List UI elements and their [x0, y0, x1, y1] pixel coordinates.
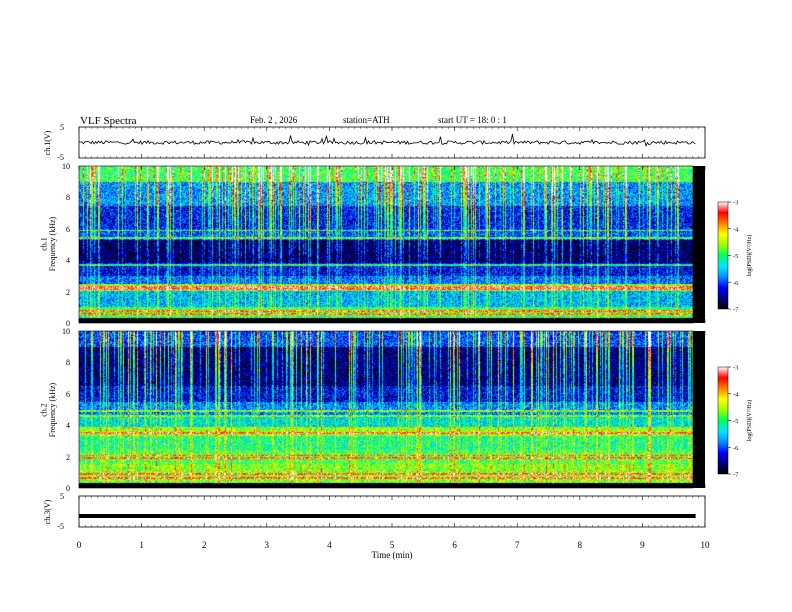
ch2-ytick-0: 0: [66, 484, 70, 493]
x-tick-label: 10: [701, 540, 711, 550]
colorbar-tick-label: -7: [733, 472, 739, 479]
ylabel-line-0: ch.2: [39, 403, 48, 417]
ch1-ytick-8: 8: [66, 193, 70, 202]
ch1-ytick-10: 10: [62, 162, 70, 171]
time-axis: 0 1 2 3 4 5 6 7 8 9 10: [77, 127, 710, 550]
ch1-colorbar: -3 -4 -5 -6 -7 log(PSD)(V²/Hz): [717, 200, 753, 314]
colorbar-gradient: [717, 366, 729, 475]
ch1-ytick-bottom: -5: [57, 153, 64, 162]
colorbar-gradient: [717, 201, 729, 310]
ch1-ylabel: ch.1(V): [43, 130, 52, 155]
ch2-freq-ticks: 0 2 4 6 8 10: [62, 327, 70, 493]
ch1-ytick-4: 4: [66, 256, 70, 265]
x-tick-label: 4: [327, 540, 332, 550]
ch2-ytick-6: 6: [66, 390, 70, 399]
ch1-spectrogram-image-wrap: [79, 166, 693, 323]
ch2-ytick-8: 8: [66, 358, 70, 367]
x-tick-label: 2: [202, 540, 207, 550]
x-tick-label: 6: [452, 540, 457, 550]
ch1-freq-ylabel-channel: ch.1Frequency (kHz): [39, 216, 57, 271]
ch2-ytick-10: 10: [62, 327, 70, 336]
ch1-ytick-6: 6: [66, 225, 70, 234]
ch2-spectrogram-image: [79, 331, 693, 488]
x-tick-label: 9: [640, 540, 645, 550]
colorbar-label: log(PSD)(V²/Hz): [746, 235, 753, 276]
colorbar-tick-label: -4: [733, 226, 739, 233]
time-axis-label: Time (min): [372, 550, 413, 560]
colorbar-tick-label: -4: [733, 391, 739, 398]
colorbar-tick-label: -6: [733, 280, 739, 287]
colorbar-tick-label: -3: [733, 200, 738, 207]
ch2-ytick-2: 2: [66, 453, 70, 462]
ch2-spectrogram-frame: [78, 330, 694, 489]
colorbar-tick-label: -3: [733, 365, 738, 372]
start-time-label: start UT = 18: 0 : 1: [438, 115, 507, 125]
ylabel-line-1: Frequency (kHz): [48, 382, 57, 437]
x-tick-label: 1: [139, 540, 144, 550]
ch1-trace: [78, 133, 696, 148]
x-tick-label: 5: [390, 540, 395, 550]
ch2-ytick-4: 4: [66, 421, 70, 430]
figure-title: VLF Spectra: [80, 115, 137, 127]
ch1-ytick-0: 0: [66, 319, 70, 328]
x-tick-label: 3: [265, 540, 270, 550]
date-label: Feb. 2 , 2026: [250, 115, 298, 125]
ch1-ytick-top: 5: [60, 123, 64, 132]
station-label: station=ATH: [343, 115, 390, 125]
colorbar-tick-label: -5: [733, 418, 738, 425]
ch1-panel: 5 -5 ch.1(V): [43, 123, 706, 162]
x-tick-label: 8: [578, 540, 583, 550]
ch1-ytick-2: 2: [66, 288, 70, 297]
ch3-panel: 5 -5 ch.3(V): [43, 492, 706, 531]
ch2-colorbar: -3 -4 -5 -6 -7 log(PSD)(V²/Hz): [717, 365, 753, 479]
ch3-ytick-top: 5: [60, 492, 64, 501]
ch1-spectrogram-image: [79, 166, 693, 323]
ylabel-line-1: Frequency (kHz): [48, 216, 57, 271]
ch3-frame: [78, 495, 706, 528]
colorbar-tick-label: -5: [733, 253, 738, 260]
ch3-ylabel: ch.3(V): [43, 499, 52, 524]
ch1-spectrogram-panel: 0 2 4 6 8 10 ch.1Frequency (kHz): [39, 162, 705, 328]
colorbar-label: log(PSD)(V²/Hz): [746, 400, 753, 441]
colorbar-tick-label: -7: [733, 307, 739, 314]
ch2-spectrogram-image-wrap: [79, 331, 693, 488]
ylabel-line-0: ch.1: [39, 237, 48, 251]
x-tick-label: 0: [77, 540, 82, 550]
colorbar-tick-label: -6: [733, 445, 739, 452]
x-tick-label: 7: [515, 540, 520, 550]
ch1-freq-ticks: 0 2 4 6 8 10: [62, 162, 70, 328]
ch2-freq-ylabel: ch.2Frequency (kHz): [39, 382, 57, 437]
ch3-ytick-bottom: -5: [57, 522, 64, 531]
ch1-spectrogram-frame: [78, 165, 694, 324]
ch2-spectrogram-panel: 0 2 4 6 8 10 ch.2Frequency (kHz): [39, 327, 705, 493]
